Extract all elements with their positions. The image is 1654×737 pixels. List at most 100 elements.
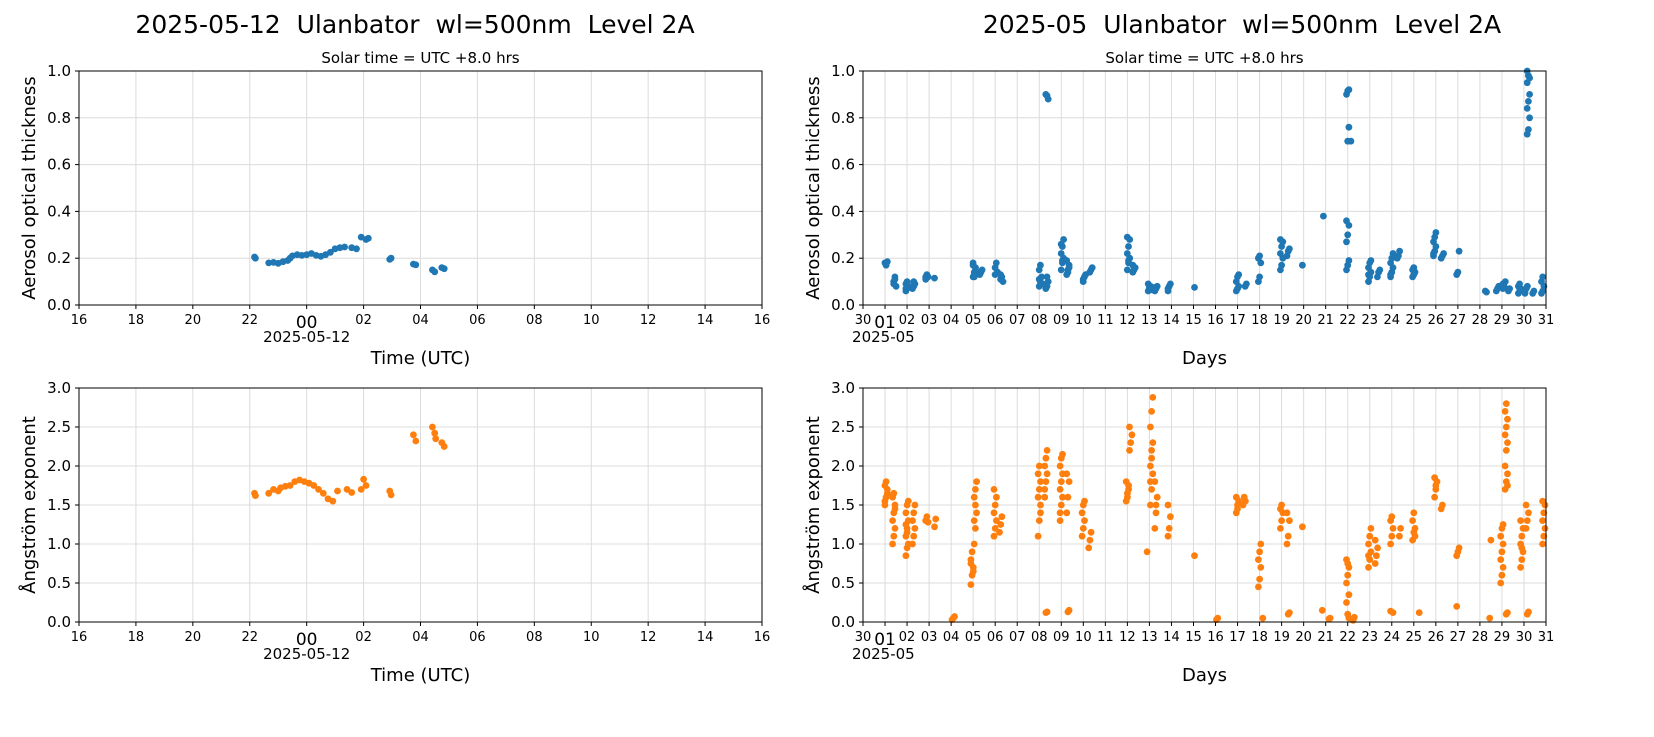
x-tick-label: 25 — [1406, 313, 1423, 328]
x-tick-label: 19 — [1273, 630, 1290, 645]
data-point — [1521, 289, 1529, 297]
x-tick-label: 28 — [1472, 630, 1489, 645]
data-point — [1371, 560, 1379, 567]
x-tick-label: 14 — [1163, 313, 1180, 328]
data-point — [1064, 493, 1072, 501]
data-point — [1149, 439, 1157, 446]
data-point — [993, 493, 1000, 501]
grid — [78, 387, 763, 623]
y-tick-label: 1.0 — [47, 62, 71, 80]
data-point — [1034, 493, 1042, 501]
data-point — [1043, 470, 1051, 478]
x-tick-label: 08 — [526, 630, 543, 645]
x-tick-label: 26 — [1428, 313, 1445, 328]
data-point — [1151, 525, 1159, 532]
x-tick-label: 22 — [1339, 630, 1356, 645]
data-point — [252, 492, 259, 499]
x-tick-label: 18 — [1251, 630, 1268, 645]
aod-daily-plot: 16 18 20 22 00 02 04 06 08 10 12 14 16 2025-05-12 Time… — [19, 49, 770, 369]
data-point — [1035, 486, 1043, 493]
x-tick-label: 15 — [1185, 313, 1202, 328]
data-point — [1365, 271, 1372, 278]
data-point — [970, 517, 978, 524]
data-point — [970, 273, 978, 281]
data-point — [1371, 536, 1379, 544]
data-point — [882, 478, 890, 485]
data-point — [922, 275, 930, 283]
x-tick-label: 31 — [1538, 313, 1555, 328]
data-point — [1257, 540, 1265, 548]
x-tick-label: 17 — [1229, 313, 1246, 328]
x-tick-label: 13 — [1141, 313, 1158, 328]
data-point — [1037, 478, 1044, 485]
data-point — [1432, 482, 1440, 489]
data-point — [1320, 212, 1327, 220]
data-point — [1259, 614, 1267, 622]
data-point — [1345, 257, 1353, 264]
data-point — [970, 493, 978, 501]
y-tick-label: 2.0 — [831, 457, 855, 475]
x-tick-label: 09 — [1053, 630, 1070, 645]
data-point — [1431, 493, 1438, 501]
data-point — [1235, 271, 1243, 278]
data-point — [996, 528, 1003, 536]
data-point — [973, 509, 980, 517]
y-tick-label: 1.0 — [47, 535, 71, 553]
data-point — [1147, 423, 1154, 431]
x-tick-label: 18 — [1251, 313, 1268, 328]
data-point — [951, 613, 958, 620]
data-point — [883, 489, 891, 497]
data-point — [1278, 517, 1285, 524]
data-point — [1167, 280, 1174, 288]
x-tick-label: 08 — [1031, 630, 1048, 645]
x-tick-label: 31 — [1538, 630, 1555, 645]
x-tick-label: 04 — [943, 313, 960, 328]
y-tick-label: 0.4 — [47, 202, 71, 220]
x-tick-label: 09 — [1053, 313, 1070, 328]
x-tick-label: 29 — [1494, 630, 1511, 645]
data-point — [387, 254, 395, 262]
data-point — [1278, 501, 1285, 509]
x-tick-label: 20 — [1295, 630, 1312, 645]
x-tick-label: 04 — [412, 630, 429, 645]
data-point — [1123, 233, 1131, 241]
data-point — [1397, 525, 1404, 532]
data-point — [1502, 423, 1510, 431]
data-point — [992, 259, 1000, 267]
data-point — [1526, 114, 1533, 122]
data-point — [1347, 137, 1355, 145]
data-point — [1057, 501, 1065, 509]
data-point — [889, 517, 896, 524]
data-point — [1504, 439, 1511, 446]
data-point — [432, 435, 440, 443]
data-point — [1410, 509, 1418, 517]
data-point — [969, 261, 977, 269]
data-point — [931, 274, 938, 282]
data-point — [360, 475, 367, 483]
data-point — [1483, 288, 1490, 296]
data-point — [1191, 552, 1198, 560]
x-axis-label: Days — [1182, 665, 1227, 686]
data-point — [1525, 126, 1532, 133]
data-point — [998, 513, 1006, 521]
x-tick-label: 19 — [1273, 313, 1290, 328]
data-point — [1125, 482, 1132, 489]
y-tick-label: 2.5 — [47, 418, 71, 436]
data-point — [1440, 250, 1447, 257]
data-point — [1167, 513, 1174, 521]
data-point — [1043, 608, 1051, 616]
data-point — [924, 518, 932, 526]
x-tick-label: 08 — [526, 313, 543, 328]
data-point — [1343, 599, 1350, 606]
data-point — [1081, 517, 1088, 524]
x-tick-label: 16 — [1207, 630, 1224, 645]
data-point — [1539, 497, 1546, 505]
data-point — [1153, 493, 1161, 501]
data-point — [440, 443, 448, 450]
y-axis-label: Aerosol optical thickness — [19, 76, 40, 299]
data-point — [1057, 250, 1065, 257]
data-point — [1234, 505, 1241, 513]
data-point — [902, 285, 910, 292]
data-point — [1366, 532, 1374, 540]
data-point — [1376, 266, 1384, 274]
